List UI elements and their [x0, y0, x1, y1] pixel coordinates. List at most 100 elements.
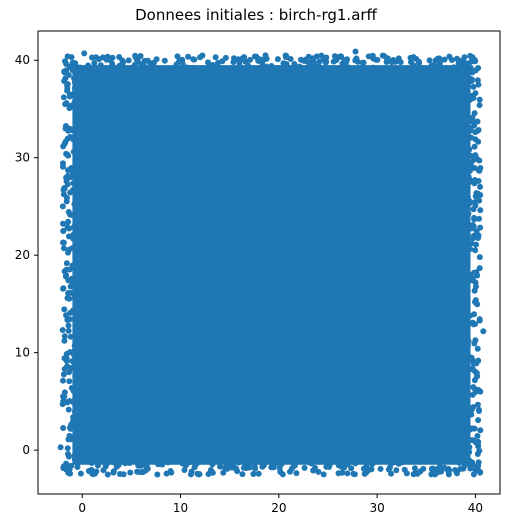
scatter-point: [472, 297, 479, 304]
scatter-point: [159, 461, 166, 468]
scatter-point: [350, 470, 357, 477]
scatter-point: [249, 65, 256, 72]
scatter-point: [224, 465, 231, 472]
scatter-point: [461, 138, 468, 145]
scatter-point: [472, 58, 479, 65]
scatter-point: [236, 62, 243, 69]
scatter-point: [70, 414, 77, 421]
scatter-point: [274, 56, 281, 63]
scatter-point: [464, 377, 471, 384]
scatter-point: [68, 54, 75, 61]
scatter-point: [174, 53, 181, 60]
scatter-point: [326, 464, 333, 471]
scatter-point: [89, 470, 96, 477]
scatter-point: [64, 445, 71, 452]
scatter-point: [70, 398, 77, 405]
scatter-point: [291, 60, 298, 67]
scatter-point: [70, 364, 77, 371]
scatter-point: [297, 56, 304, 63]
scatter-point: [476, 265, 483, 272]
scatter-point: [476, 96, 483, 103]
scatter-point: [209, 62, 216, 69]
scatter-point: [472, 247, 479, 254]
scatter-point: [79, 456, 86, 463]
scatter-point: [71, 408, 78, 415]
scatter-point: [318, 52, 325, 59]
scatter-point: [470, 156, 477, 163]
scatter-point: [473, 241, 480, 248]
x-tick-label: 10: [173, 501, 188, 515]
scatter-point: [74, 464, 81, 471]
scatter-point: [476, 407, 483, 414]
x-tick-label: 0: [78, 501, 86, 515]
scatter-point: [85, 64, 92, 71]
scatter-point: [464, 165, 471, 172]
scatter-point: [470, 94, 477, 101]
scatter-point: [73, 268, 80, 275]
scatter-point: [472, 283, 479, 290]
scatter-point: [73, 336, 80, 343]
scatter-point: [360, 59, 367, 66]
scatter-point: [474, 77, 481, 84]
scatter-point: [94, 462, 101, 469]
scatter-point: [473, 369, 480, 376]
scatter-point: [66, 369, 73, 376]
scatter-point: [216, 66, 223, 73]
scatter-point: [196, 456, 203, 463]
scatter-point: [320, 67, 327, 74]
scatter-point: [470, 384, 477, 391]
scatter-point: [154, 471, 161, 478]
scatter-point: [428, 471, 435, 478]
scatter-point: [64, 295, 71, 302]
scatter-point: [476, 317, 483, 324]
scatter-point: [311, 59, 318, 66]
scatter-point: [73, 327, 80, 334]
scatter-point: [338, 54, 345, 61]
scatter-point: [91, 60, 98, 67]
scatter-point: [461, 462, 468, 469]
scatter-point: [133, 56, 140, 63]
scatter-point: [464, 231, 471, 238]
scatter-point: [472, 152, 479, 159]
scatter-point: [61, 399, 68, 406]
scatter-point: [469, 365, 476, 372]
scatter-point: [474, 345, 481, 352]
x-tick-label: 30: [369, 501, 384, 515]
scatter-point: [323, 455, 330, 462]
scatter-point: [477, 207, 484, 214]
y-axis: 0 10 20 30 40: [15, 53, 38, 457]
scatter-point: [474, 401, 481, 408]
scatter-point: [61, 306, 68, 313]
scatter-point: [403, 470, 410, 477]
scatter-point: [352, 48, 359, 55]
scatter-point: [190, 56, 197, 63]
scatter-point: [234, 67, 241, 74]
scatter-point: [74, 151, 81, 158]
scatter-point: [74, 428, 81, 435]
scatter-point: [121, 65, 128, 72]
scatter-point: [361, 470, 368, 477]
scatter-point: [217, 463, 224, 470]
scatter-point: [471, 180, 478, 187]
scatter-point: [71, 201, 78, 208]
scatter-point: [379, 52, 386, 59]
y-tick-label: 40: [15, 53, 30, 67]
scatter-point: [468, 240, 475, 247]
scatter-point: [106, 459, 113, 466]
scatter-point: [393, 467, 400, 474]
scatter-point: [388, 59, 395, 66]
scatter-point: [429, 465, 436, 472]
scatter-point: [476, 254, 483, 261]
scatter-point: [474, 432, 481, 439]
scatter-point: [391, 459, 398, 466]
scatter-point: [339, 469, 346, 476]
scatter-point: [441, 56, 448, 63]
scatter-point: [467, 52, 474, 59]
scatter-point: [183, 64, 190, 71]
scatter-point: [302, 56, 309, 63]
scatter-point: [471, 377, 478, 384]
scatter-point: [402, 456, 409, 463]
chart-title: Donnees initiales : birch-rg1.arff: [135, 6, 377, 24]
scatter-point: [251, 463, 258, 470]
scatter-point: [71, 91, 78, 98]
